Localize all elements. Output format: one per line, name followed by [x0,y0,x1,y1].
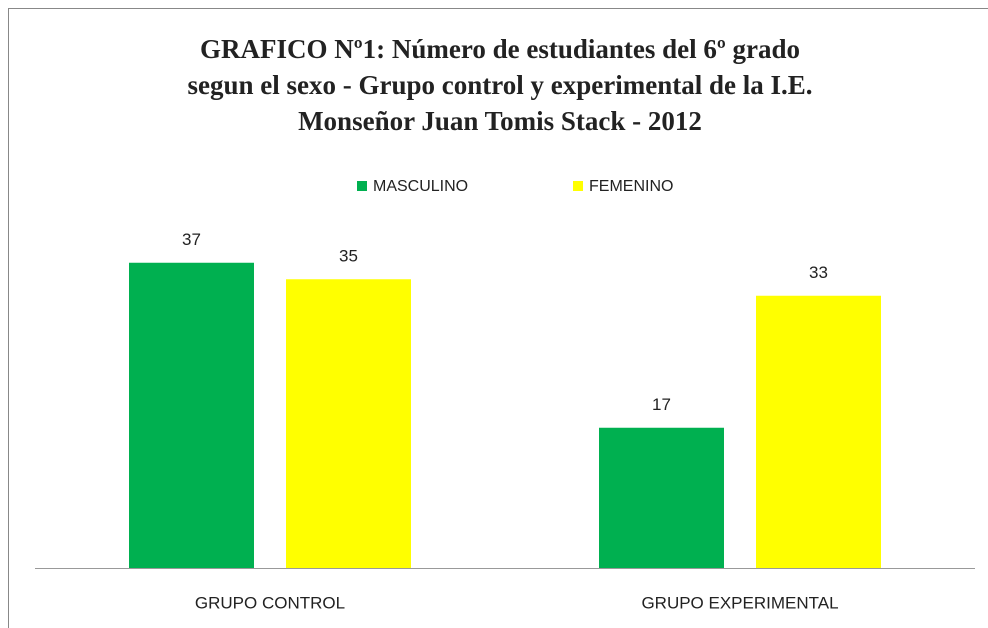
chart-title: GRAFICO Nº1: Número de estudiantes del 6… [200,34,800,64]
chart-title: Monseñor Juan Tomis Stack - 2012 [298,106,702,136]
bar [129,262,254,568]
bar [286,279,411,568]
chart-title: segun el sexo - Grupo control y experime… [188,70,813,100]
data-label: 37 [182,230,201,249]
legend-label: FEMENINO [589,178,673,195]
bar [599,427,724,568]
data-label: 35 [339,247,358,266]
bar [756,295,881,568]
legend-swatch [357,181,367,191]
x-tick-label: GRUPO CONTROL [195,593,345,612]
legend-label: MASCULINO [373,178,468,195]
legend-swatch [573,181,583,191]
data-label: 33 [809,263,828,282]
data-label: 17 [652,395,671,414]
x-tick-label: GRUPO EXPERIMENTAL [641,593,838,612]
